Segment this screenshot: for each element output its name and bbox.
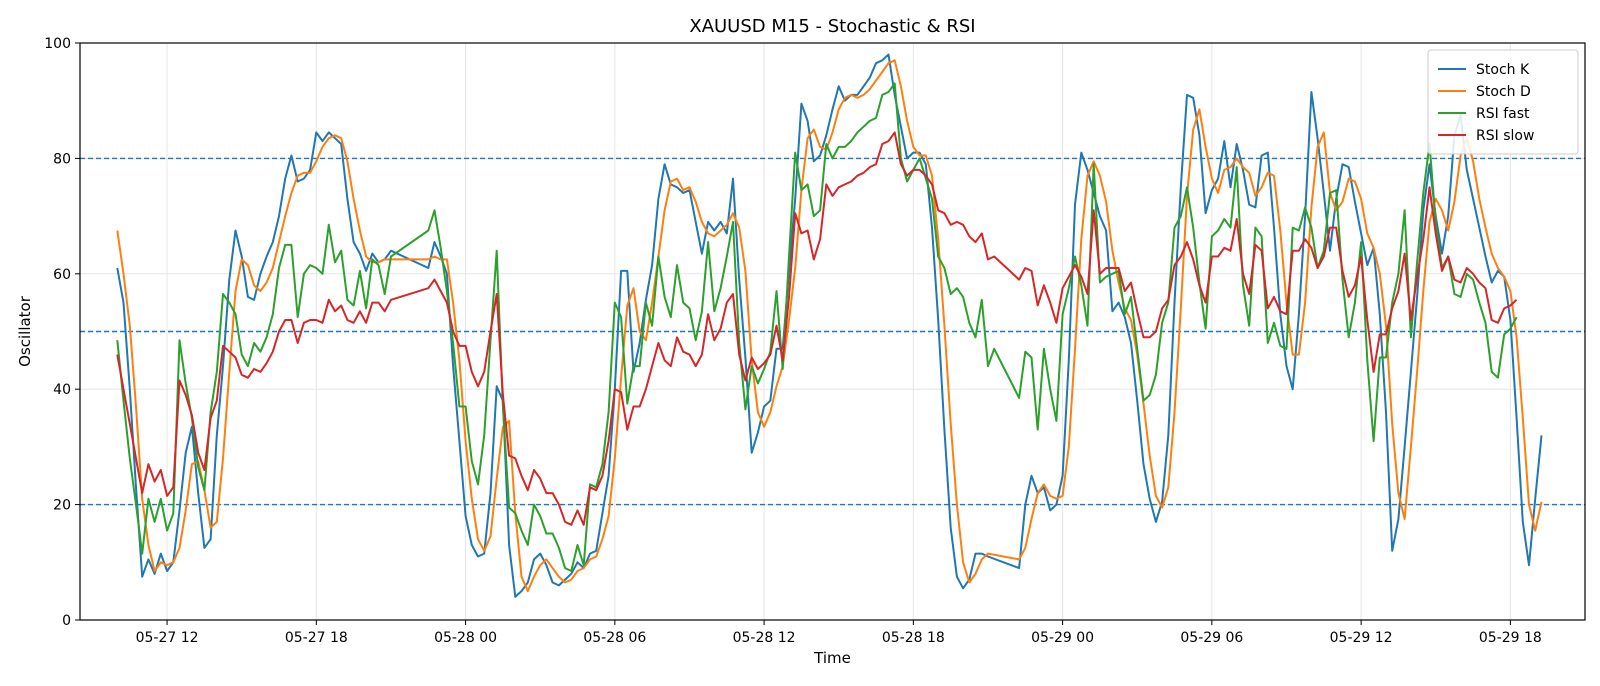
x-axis-ticks: 05-27 12 05-27 18 05-28 00 05-28 06 05-28 12…	[136, 620, 1542, 646]
legend-label: Stoch D	[1476, 84, 1531, 100]
x-tick-label: 05-27 12	[136, 630, 199, 646]
y-tick-label: 100	[44, 36, 71, 52]
legend-label: RSI slow	[1476, 128, 1534, 144]
series-line-rsi-slow	[116, 131, 1518, 526]
x-tick-label: 05-29 00	[1031, 630, 1094, 646]
legend: Stoch K Stoch D RSI fast RSI slow	[1427, 49, 1579, 155]
y-axis-ticks: 0 20 40 60 80 100	[44, 36, 80, 629]
x-axis-label: Time	[813, 649, 851, 667]
y-tick-label: 0	[62, 613, 71, 629]
x-tick-label: 05-28 00	[434, 630, 497, 646]
x-tick-label: 05-29 06	[1180, 630, 1243, 646]
x-tick-label: 05-29 18	[1479, 630, 1542, 646]
y-axis-label: Oscillator	[16, 295, 34, 367]
legend-label: RSI fast	[1476, 106, 1530, 122]
x-tick-label: 05-28 12	[733, 630, 796, 646]
x-tick-label: 05-28 18	[882, 630, 945, 646]
series-line-rsi-fast	[116, 82, 1518, 572]
plot-frame	[79, 42, 1586, 621]
x-tick-label: 05-27 18	[285, 630, 348, 646]
x-tick-label: 05-28 06	[583, 630, 646, 646]
x-tick-label: 05-29 12	[1330, 630, 1393, 646]
series-line-stoch-k	[116, 53, 1543, 598]
y-tick-label: 60	[53, 267, 71, 283]
series-line-stoch-d	[116, 59, 1543, 593]
chart-title: XAUUSD M15 - Stochastic & RSI	[689, 16, 975, 37]
series-lines	[116, 53, 1543, 598]
y-tick-label: 40	[53, 382, 71, 398]
legend-label: Stoch K	[1476, 62, 1530, 78]
y-tick-label: 20	[53, 498, 71, 514]
legend-box	[1427, 49, 1579, 155]
y-tick-label: 80	[53, 151, 71, 167]
